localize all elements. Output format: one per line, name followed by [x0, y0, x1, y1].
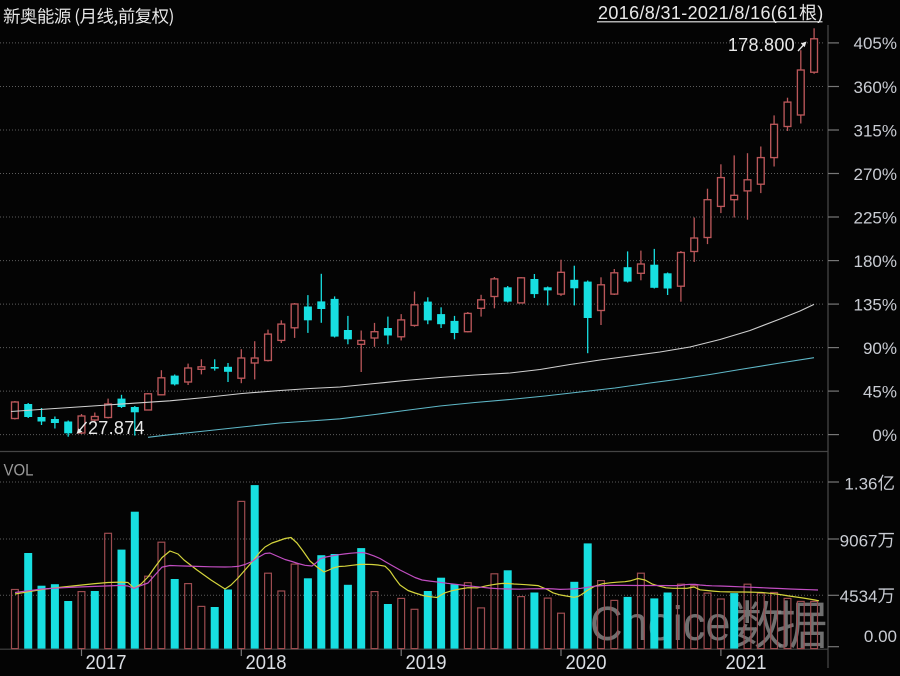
svg-text:90%: 90% — [863, 339, 897, 358]
svg-text:0%: 0% — [872, 426, 897, 445]
svg-text:2020: 2020 — [566, 651, 607, 674]
svg-text:270%: 270% — [854, 165, 897, 184]
svg-text:4534: 4534 — [840, 587, 878, 606]
svg-text:360%: 360% — [854, 78, 897, 97]
svg-text:2017: 2017 — [86, 651, 127, 674]
svg-text:VOL: VOL — [4, 461, 34, 480]
svg-text:2019: 2019 — [406, 651, 447, 674]
svg-text:180%: 180% — [854, 252, 897, 271]
svg-text:): ) — [817, 3, 823, 23]
svg-text:27.874: 27.874 — [88, 418, 145, 438]
svg-text:135%: 135% — [854, 295, 897, 314]
svg-text:Choice: Choice — [590, 598, 731, 651]
svg-text:2021: 2021 — [726, 651, 767, 674]
svg-text:1.36: 1.36 — [844, 474, 877, 493]
svg-text:178.800: 178.800 — [728, 35, 795, 55]
svg-text:45%: 45% — [863, 382, 897, 401]
svg-text:315%: 315% — [854, 121, 897, 140]
svg-text:405%: 405% — [854, 34, 897, 53]
svg-text:9067: 9067 — [840, 531, 878, 550]
svg-text:225%: 225% — [854, 208, 897, 227]
svg-text:2016/8/31-2021/8/16(61: 2016/8/31-2021/8/16(61 — [598, 3, 798, 23]
svg-text:0.00: 0.00 — [864, 627, 897, 646]
svg-text:2018: 2018 — [246, 651, 287, 674]
